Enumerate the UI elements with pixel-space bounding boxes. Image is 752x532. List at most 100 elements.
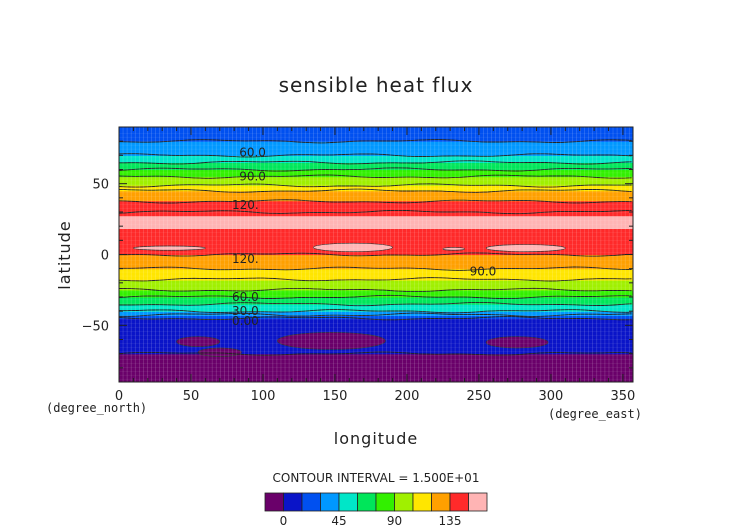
heatmap-cell	[119, 253, 633, 256]
heatmap-cell	[119, 233, 633, 236]
heatmap-cell	[119, 373, 633, 376]
heatmap-cell	[119, 305, 633, 308]
heatmap-cell	[119, 360, 633, 363]
heatmap-cell	[119, 261, 633, 264]
colorbar-swatch	[264, 492, 284, 512]
heatmap-cell	[119, 151, 633, 154]
heatmap-cell	[119, 230, 633, 233]
x-tick-label: 150	[323, 389, 348, 404]
contour-label: 120.	[232, 252, 259, 266]
heatmap-cell	[119, 240, 633, 243]
heatmap-cell	[119, 158, 633, 161]
x-tick-label: 0	[115, 389, 123, 404]
heatmap-cell	[119, 166, 633, 169]
contour-line	[119, 252, 632, 257]
contour-label: 60.0	[239, 146, 266, 160]
heatmap-cell	[119, 238, 633, 241]
x-tick-label: 350	[611, 389, 636, 404]
contour-line	[119, 188, 632, 193]
heatmap-cell	[119, 285, 633, 288]
heatmap-region	[176, 336, 221, 347]
heatmap-cell	[119, 302, 633, 305]
y-tick-label: 50	[92, 178, 109, 193]
heatmap-cell	[119, 134, 633, 137]
heatmap-cell	[119, 169, 633, 172]
heatmap-cell	[119, 274, 633, 277]
heatmap-cell	[119, 180, 633, 183]
heatmap-cell	[119, 213, 633, 216]
heatmap-cell	[119, 298, 633, 301]
x-tick-label: 250	[467, 389, 492, 404]
contour-line	[119, 174, 632, 179]
heatmap-cell	[119, 316, 633, 319]
heatmap-cell	[119, 152, 633, 155]
heatmap-cell	[119, 168, 633, 171]
colorbar-swatch	[431, 492, 451, 512]
heatmap-region	[277, 332, 386, 350]
heatmap-cell	[119, 129, 633, 132]
heatmap-cell	[119, 275, 633, 278]
heatmap-cell	[119, 265, 633, 268]
heatmap-cell	[119, 255, 633, 258]
heatmap-cell	[119, 229, 633, 232]
heatmap-cell	[119, 144, 633, 147]
heatmap-cell	[119, 289, 633, 292]
heatmap-cell	[119, 202, 633, 205]
heatmap-cell	[119, 297, 633, 300]
heatmap-cell	[119, 197, 633, 200]
colorbar-tick-label: 45	[331, 514, 346, 528]
heatmap-cell	[119, 131, 633, 134]
y-tick-label: −50	[82, 319, 109, 334]
heatmap-cell	[119, 209, 633, 212]
chart-title: sensible heat flux	[279, 73, 474, 97]
heatmap-cell	[119, 203, 633, 206]
heatmap-cell	[119, 291, 633, 294]
heatmap-cell	[119, 311, 633, 314]
colorbar-swatch	[468, 492, 488, 512]
heatmap-cell	[119, 183, 633, 186]
contour-label: 90.0	[470, 265, 497, 279]
heatmap-cell	[119, 370, 633, 373]
colorbar-tick-label: 135	[439, 514, 462, 528]
colorbar-swatch	[320, 492, 340, 512]
heatmap-region	[442, 247, 465, 251]
heatmap-cell	[119, 348, 633, 351]
heatmap-cell	[119, 155, 633, 158]
contour-line	[119, 312, 632, 317]
colorbar-tick-label: 0	[280, 514, 288, 528]
heatmap-cell	[119, 127, 633, 130]
colorbar-swatch	[357, 492, 377, 512]
contour-line	[119, 294, 632, 300]
heatmap-cell	[119, 349, 633, 352]
colorbar-swatch	[412, 492, 432, 512]
contour-line	[119, 266, 632, 271]
heatmap-cell	[119, 306, 633, 309]
contour-line	[119, 167, 632, 172]
heatmap-cell	[119, 376, 633, 379]
heatmap-cell	[119, 357, 633, 360]
heatmap-cell	[119, 258, 633, 261]
heatmap-cell	[119, 251, 633, 254]
heatmap-region	[485, 336, 549, 349]
heatmap-cell	[119, 365, 633, 368]
heatmap-cell	[119, 372, 633, 375]
contour-line	[119, 153, 632, 158]
heatmap-cell	[119, 250, 633, 253]
contour-line	[119, 139, 632, 144]
heatmap-cell	[119, 234, 633, 237]
heatmap-cell	[119, 366, 633, 369]
heatmap-cell	[119, 356, 633, 359]
heatmap-cell	[119, 207, 633, 210]
heatmap-cell	[119, 199, 633, 202]
contour-lines	[119, 139, 632, 356]
colorbar-swatch	[283, 492, 303, 512]
heatmap-cell	[119, 161, 633, 164]
heatmap-region	[485, 244, 566, 253]
heatmap-cell	[119, 148, 633, 151]
x-tick-label: 50	[183, 389, 200, 404]
heatmap-cell	[119, 369, 633, 372]
heatmap-cell	[119, 192, 633, 195]
heatmap-cell	[119, 128, 633, 131]
heatmap-cell	[119, 149, 633, 152]
heatmap-cell	[119, 331, 633, 334]
